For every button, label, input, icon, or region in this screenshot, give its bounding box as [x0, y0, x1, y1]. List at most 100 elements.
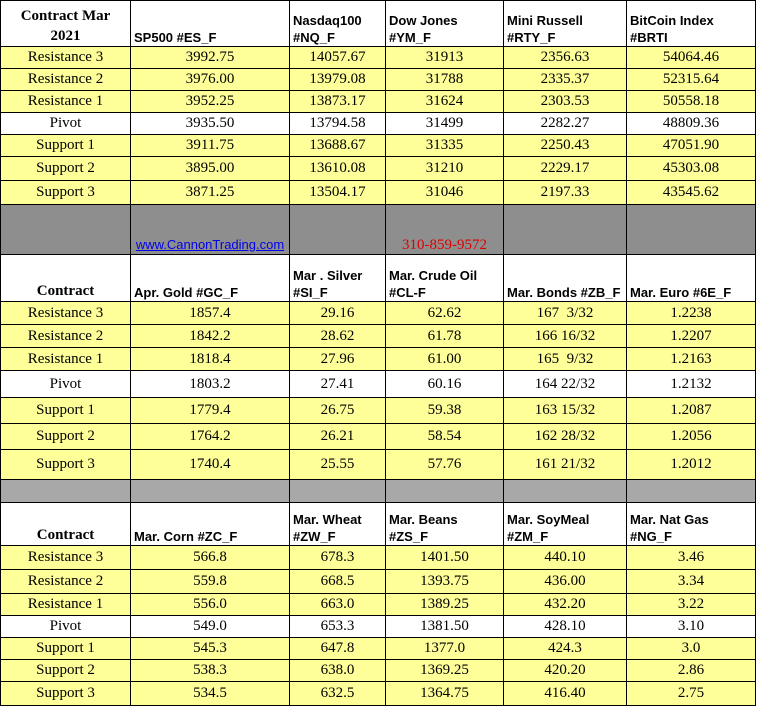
level-value: 1818.4: [130, 347, 290, 371]
separator-band: [0, 479, 756, 503]
level-value: 2250.43: [503, 134, 627, 157]
level-label: Resistance 1: [0, 90, 131, 113]
level-value: 538.3: [130, 659, 290, 682]
level-value: 534.5: [130, 681, 290, 706]
column-header: Mar. Crude Oil #CL-F: [385, 254, 504, 302]
level-value: 3.10: [626, 615, 756, 638]
level-label: Support 3: [0, 449, 131, 480]
level-value: 678.3: [289, 545, 386, 570]
level-value: 440.10: [503, 545, 627, 570]
level-value: 61.78: [385, 324, 504, 348]
level-row: Resistance 1 1818.4 27.96 61.00 165 9/32 1.21…: [0, 347, 756, 371]
band-cell: [503, 204, 627, 255]
level-value: 28.62: [289, 324, 386, 348]
level-value: 31624: [385, 90, 504, 113]
level-row: Pivot 3935.50 13794.58 31499 2282.27 48809.36: [0, 112, 756, 135]
level-label: Resistance 2: [0, 68, 131, 91]
level-value: 2197.33: [503, 180, 627, 205]
level-value: 1803.2: [130, 370, 290, 398]
column-header: Mar. Euro #6E_F: [626, 254, 756, 302]
level-value: 59.38: [385, 397, 504, 424]
column-header: Dow Jones #YM_F: [385, 0, 504, 47]
band-cell: www.CannonTrading.com: [130, 204, 290, 255]
level-value: 1.2163: [626, 347, 756, 371]
level-row: Resistance 1 3952.25 13873.17 31624 2303.53 5…: [0, 90, 756, 113]
level-value: 31210: [385, 156, 504, 181]
level-label: Resistance 2: [0, 569, 131, 594]
level-label: Support 2: [0, 659, 131, 682]
level-label: Resistance 1: [0, 593, 131, 616]
level-value: 164 22/32: [503, 370, 627, 398]
level-value: 1377.0: [385, 637, 504, 660]
column-header: BitCoin Index #BRTI: [626, 0, 756, 47]
level-row: Pivot 549.0 653.3 1381.50 428.10 3.10: [0, 615, 756, 638]
level-value: 45303.08: [626, 156, 756, 181]
level-value: 13504.17: [289, 180, 386, 205]
level-value: 3.22: [626, 593, 756, 616]
level-label: Support 2: [0, 423, 131, 450]
level-value: 1401.50: [385, 545, 504, 570]
level-value: 436.00: [503, 569, 627, 594]
level-value: 47051.90: [626, 134, 756, 157]
level-value: 3992.75: [130, 46, 290, 69]
level-value: 3911.75: [130, 134, 290, 157]
level-value: 165 9/32: [503, 347, 627, 371]
level-value: 166 16/32: [503, 324, 627, 348]
level-row: Support 2 538.3 638.0 1369.25 420.20 2.86: [0, 659, 756, 682]
level-value: 1381.50: [385, 615, 504, 638]
level-label: Support 1: [0, 397, 131, 424]
level-value: 3.34: [626, 569, 756, 594]
level-label: Resistance 1: [0, 347, 131, 371]
website-link[interactable]: www.CannonTrading.com: [135, 237, 285, 252]
level-label: Pivot: [0, 370, 131, 398]
level-value: 14057.67: [289, 46, 386, 69]
level-row: Support 1 3911.75 13688.67 31335 2250.43 4705…: [0, 134, 756, 157]
band-cell: [0, 204, 131, 255]
level-value: 3871.25: [130, 180, 290, 205]
level-value: 3.0: [626, 637, 756, 660]
level-label: Resistance 2: [0, 324, 131, 348]
level-value: 13794.58: [289, 112, 386, 135]
level-value: 52315.64: [626, 68, 756, 91]
phone-number: 310-859-9572: [402, 237, 487, 253]
level-value: 432.20: [503, 593, 627, 616]
level-value: 1.2207: [626, 324, 756, 348]
column-header: Mar. SoyMeal #ZM_F: [503, 502, 627, 546]
level-value: 31335: [385, 134, 504, 157]
level-value: 632.5: [289, 681, 386, 706]
level-value: 3935.50: [130, 112, 290, 135]
level-value: 1857.4: [130, 301, 290, 325]
level-row: Resistance 1 556.0 663.0 1389.25 432.20 3.22: [0, 593, 756, 616]
level-value: 26.75: [289, 397, 386, 424]
level-value: 424.3: [503, 637, 627, 660]
band-cell: [626, 479, 756, 503]
level-row: Resistance 3 3992.75 14057.67 31913 2356.63 5…: [0, 46, 756, 69]
level-row: Support 3 1740.4 25.55 57.76 161 21/32 1.2012: [0, 449, 756, 480]
column-header: Mar. Bonds #ZB_F: [503, 254, 627, 302]
level-value: 2303.53: [503, 90, 627, 113]
level-row: Resistance 2 3976.00 13979.08 31788 2335.37 5…: [0, 68, 756, 91]
level-value: 163 15/32: [503, 397, 627, 424]
level-value: 60.16: [385, 370, 504, 398]
separator-band: www.CannonTrading.com 310-859-9572: [0, 204, 756, 255]
level-value: 663.0: [289, 593, 386, 616]
level-value: 13979.08: [289, 68, 386, 91]
level-row: Resistance 3 1857.4 29.16 62.62 167 3/32 1.22…: [0, 301, 756, 325]
band-cell: [289, 479, 386, 503]
band-cell: 310-859-9572: [385, 204, 504, 255]
level-value: 57.76: [385, 449, 504, 480]
header-row: Contract Mar. Corn #ZC_F Mar. Wheat #ZW_F M…: [0, 502, 756, 546]
level-value: 2356.63: [503, 46, 627, 69]
level-value: 26.21: [289, 423, 386, 450]
level-value: 1389.25: [385, 593, 504, 616]
level-value: 549.0: [130, 615, 290, 638]
level-value: 61.00: [385, 347, 504, 371]
level-row: Support 1 545.3 647.8 1377.0 424.3 3.0: [0, 637, 756, 660]
column-header: Mar. Wheat #ZW_F: [289, 502, 386, 546]
level-value: 556.0: [130, 593, 290, 616]
band-cell: [289, 204, 386, 255]
level-value: 559.8: [130, 569, 290, 594]
column-header: Contract Mar 2021: [0, 0, 131, 47]
level-row: Support 3 3871.25 13504.17 31046 2197.33 4354…: [0, 180, 756, 205]
level-label: Resistance 3: [0, 301, 131, 325]
